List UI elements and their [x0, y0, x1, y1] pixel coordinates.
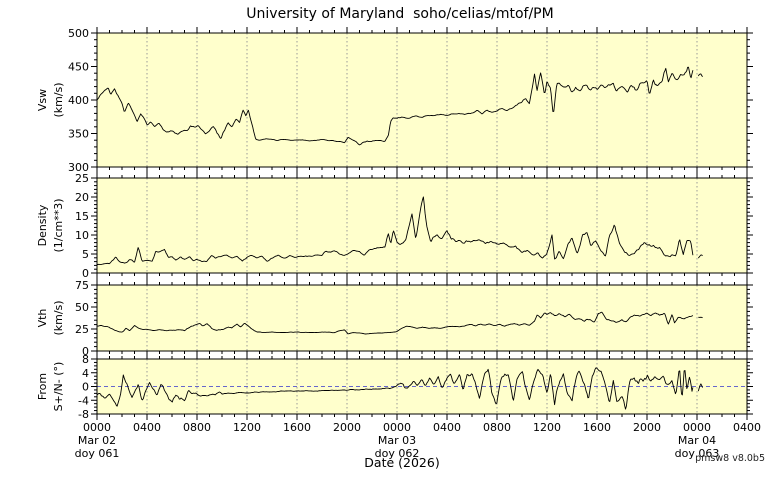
svg-text:400: 400	[68, 94, 89, 107]
version-label: pmsw8 v8.0b5	[695, 453, 765, 464]
svg-text:300: 300	[68, 161, 89, 174]
svg-text:75: 75	[75, 279, 89, 292]
svg-text:350: 350	[68, 128, 89, 141]
svg-text:Density: Density	[36, 204, 49, 246]
svg-text:(1/cm**3): (1/cm**3)	[52, 198, 65, 252]
svg-text:1200: 1200	[533, 421, 561, 434]
x-axis-label: Date (2026)	[364, 455, 440, 470]
svg-text:0: 0	[82, 381, 89, 394]
svg-text:doy 061: doy 061	[75, 447, 120, 460]
svg-text:0000: 0000	[83, 421, 111, 434]
svg-text:(km/s): (km/s)	[52, 82, 65, 117]
svg-text:-4: -4	[78, 394, 89, 407]
svg-text:0400: 0400	[733, 421, 761, 434]
svg-text:1600: 1600	[583, 421, 611, 434]
svg-text:From: From	[36, 373, 49, 400]
svg-text:-8: -8	[78, 408, 89, 421]
svg-text:500: 500	[68, 27, 89, 40]
svg-text:20: 20	[75, 191, 89, 204]
svg-text:8: 8	[82, 353, 89, 366]
svg-text:(km/s): (km/s)	[52, 300, 65, 335]
svg-text:doy 063: doy 063	[675, 447, 720, 460]
svg-text:50: 50	[75, 301, 89, 314]
svg-text:Mar 03: Mar 03	[378, 434, 416, 447]
svg-text:25: 25	[75, 323, 89, 336]
svg-text:Vsw: Vsw	[36, 89, 49, 111]
svg-text:Mar 04: Mar 04	[678, 434, 716, 447]
svg-text:Vth: Vth	[36, 309, 49, 328]
svg-text:0400: 0400	[133, 421, 161, 434]
svg-text:S+/N- (°): S+/N- (°)	[52, 362, 65, 412]
chart-title: University of Maryland soho/celias/mtof/…	[246, 6, 554, 22]
svg-text:1600: 1600	[283, 421, 311, 434]
svg-text:0000: 0000	[683, 421, 711, 434]
svg-text:1200: 1200	[233, 421, 261, 434]
svg-text:0400: 0400	[433, 421, 461, 434]
svg-text:0: 0	[82, 267, 89, 280]
svg-text:5: 5	[82, 248, 89, 261]
svg-text:doy 062: doy 062	[375, 447, 420, 460]
svg-text:0800: 0800	[183, 421, 211, 434]
svg-text:15: 15	[75, 210, 89, 223]
svg-text:4: 4	[82, 367, 89, 380]
svg-text:450: 450	[68, 61, 89, 74]
svg-text:0800: 0800	[483, 421, 511, 434]
svg-text:0: 0	[82, 345, 89, 358]
svg-text:25: 25	[75, 172, 89, 185]
svg-text:2000: 2000	[333, 421, 361, 434]
svg-text:2000: 2000	[633, 421, 661, 434]
svg-text:0000: 0000	[383, 421, 411, 434]
svg-text:Mar 02: Mar 02	[78, 434, 116, 447]
svg-text:10: 10	[75, 229, 89, 242]
